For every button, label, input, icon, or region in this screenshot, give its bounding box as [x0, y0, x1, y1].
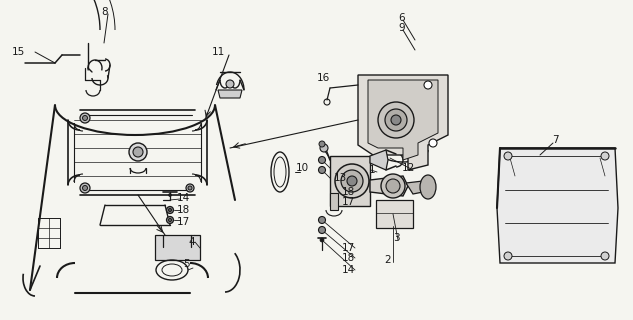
Text: 11: 11 — [211, 47, 225, 57]
Polygon shape — [370, 176, 408, 196]
Circle shape — [186, 184, 194, 192]
Circle shape — [320, 144, 328, 152]
Circle shape — [601, 252, 609, 260]
Polygon shape — [330, 156, 370, 206]
Polygon shape — [376, 200, 413, 228]
Circle shape — [166, 217, 173, 223]
Text: 18: 18 — [341, 187, 354, 197]
Circle shape — [166, 206, 173, 213]
Text: 14: 14 — [341, 265, 354, 275]
Text: 4: 4 — [189, 237, 196, 247]
Circle shape — [601, 152, 609, 160]
Circle shape — [378, 102, 414, 138]
Text: 7: 7 — [552, 135, 558, 145]
Text: 17: 17 — [341, 197, 354, 207]
Circle shape — [504, 152, 512, 160]
Circle shape — [391, 115, 401, 125]
Circle shape — [129, 143, 147, 161]
Text: 10: 10 — [296, 163, 308, 173]
Circle shape — [188, 186, 192, 190]
Circle shape — [226, 80, 234, 88]
Circle shape — [429, 139, 437, 147]
Text: 3: 3 — [392, 233, 399, 243]
Circle shape — [347, 176, 357, 186]
Circle shape — [320, 238, 324, 242]
Text: 6: 6 — [399, 13, 405, 23]
Text: 2: 2 — [385, 255, 391, 265]
Circle shape — [82, 116, 87, 121]
Circle shape — [318, 166, 325, 173]
Text: 14: 14 — [177, 193, 190, 203]
Circle shape — [168, 209, 172, 212]
Circle shape — [424, 81, 432, 89]
Text: 13: 13 — [334, 173, 347, 183]
Polygon shape — [497, 148, 618, 263]
Polygon shape — [218, 90, 242, 98]
Polygon shape — [358, 75, 448, 170]
Circle shape — [80, 183, 90, 193]
Circle shape — [318, 156, 325, 164]
Text: 17: 17 — [341, 243, 354, 253]
Text: 16: 16 — [316, 73, 330, 83]
Polygon shape — [155, 235, 200, 260]
Circle shape — [341, 170, 363, 192]
Text: 1: 1 — [368, 165, 375, 175]
Text: 18: 18 — [341, 253, 354, 263]
Circle shape — [335, 164, 369, 198]
Circle shape — [318, 227, 325, 234]
Ellipse shape — [420, 175, 436, 199]
Text: 5: 5 — [183, 259, 189, 269]
Circle shape — [318, 217, 325, 223]
Circle shape — [386, 179, 400, 193]
Text: 18: 18 — [177, 205, 190, 215]
Text: 15: 15 — [11, 47, 25, 57]
Circle shape — [385, 109, 407, 131]
Polygon shape — [406, 181, 428, 194]
Text: 12: 12 — [401, 163, 415, 173]
Circle shape — [168, 194, 172, 196]
Polygon shape — [368, 80, 438, 160]
Text: 17: 17 — [177, 217, 190, 227]
Text: 9: 9 — [399, 23, 405, 33]
Polygon shape — [370, 150, 388, 170]
Circle shape — [319, 141, 325, 147]
Polygon shape — [330, 193, 338, 210]
Circle shape — [381, 174, 405, 198]
Circle shape — [80, 113, 90, 123]
Circle shape — [82, 186, 87, 190]
Text: 8: 8 — [102, 7, 108, 17]
Circle shape — [133, 147, 143, 157]
Circle shape — [168, 219, 172, 221]
Circle shape — [504, 252, 512, 260]
